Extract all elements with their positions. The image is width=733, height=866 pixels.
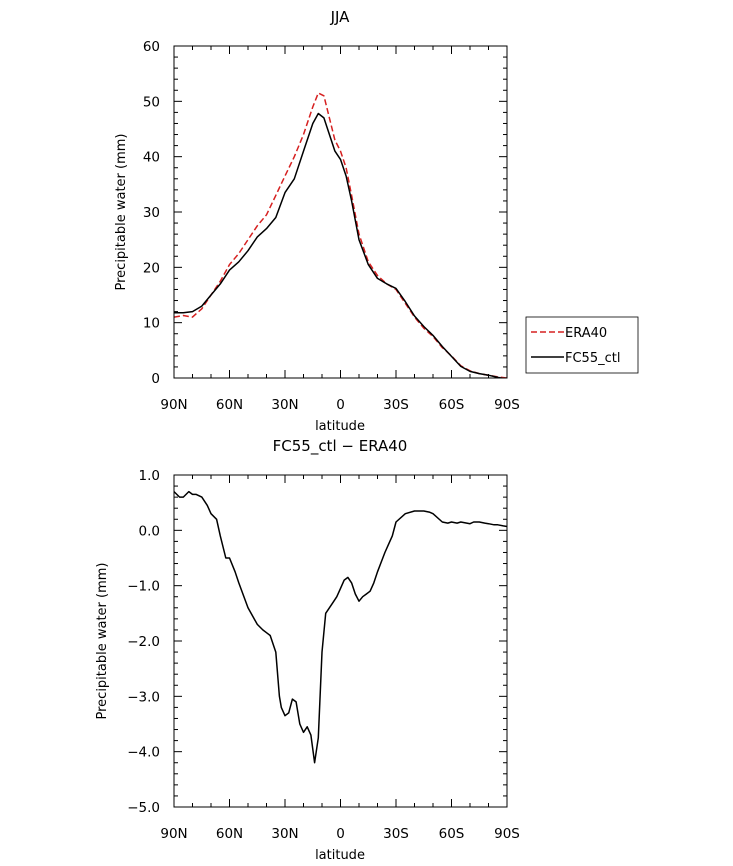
series-line-fc55-ctl [174,112,506,378]
legend-era40-label: ERA40 [565,326,607,341]
x-tick-label: 60N [216,826,243,842]
bottom-panel: FC55_ctl − ERA40 90N 60N 30N 0 30S 60S 90S −5.0… [95,437,520,863]
bottom-series-group [174,490,507,764]
top-y-axis-label: Precipitable water (mm) [114,134,129,291]
x-tick-label: 60N [216,397,243,413]
y-tick-label: 0.0 [139,523,160,539]
y-tick-label: 20 [143,260,160,276]
x-tick-label: 60S [439,397,465,413]
y-tick-label: 30 [143,205,160,221]
x-tick-label: 30S [383,397,409,413]
top-plot-frame [173,45,508,379]
legend-fc55-label: FC55_ctl [565,351,620,366]
x-tick-label: 0 [336,826,345,842]
y-tick-label: −4.0 [127,745,160,761]
series-line-era40 [174,92,507,378]
y-tick-label: 0 [151,371,160,387]
bottom-chart-title: FC55_ctl − ERA40 [273,437,408,456]
series-line-fc55-ctl-era40 [174,490,507,764]
y-tick-label: 60 [143,39,160,55]
top-ticks-group: 90N 60N 30N 0 30S 60S 90S 0 10 20 30 40 50 60 [143,39,520,413]
x-tick-label: 0 [336,397,345,413]
x-tick-label: 30N [271,397,298,413]
y-tick-label: 50 [143,94,160,110]
top-panel: JJA 90N 60N 30N 0 30S 60S 90S 0 10 20 30 40 50 60 lat… [114,8,639,434]
x-tick-label: 90S [494,397,520,413]
x-tick-label: 90S [494,826,520,842]
y-tick-label: −3.0 [127,689,160,705]
y-tick-label: 1.0 [139,468,160,484]
y-tick-label: 40 [143,150,160,166]
top-x-axis-label: latitude [315,419,365,434]
top-series-group [174,92,507,378]
x-tick-label: 30S [383,826,409,842]
y-tick-label: −1.0 [127,579,160,595]
legend: ERA40 FC55_ctl [525,316,639,374]
x-tick-label: 60S [439,826,465,842]
bottom-ticks-group: 90N 60N 30N 0 30S 60S 90S −5.0 −4.0 −3.0 −2.0 −1.0 0… [127,468,520,842]
y-tick-label: −2.0 [127,634,160,650]
bottom-plot-frame [173,474,508,808]
x-tick-label: 90N [160,826,187,842]
y-tick-label: 10 [143,316,160,332]
y-tick-label: −5.0 [127,800,160,816]
bottom-x-axis-label: latitude [315,848,365,863]
x-tick-label: 30N [271,826,298,842]
legend-box [525,316,639,374]
top-chart-title: JJA [330,8,351,26]
bottom-y-axis-label: Precipitable water (mm) [95,563,110,720]
x-tick-label: 90N [160,397,187,413]
